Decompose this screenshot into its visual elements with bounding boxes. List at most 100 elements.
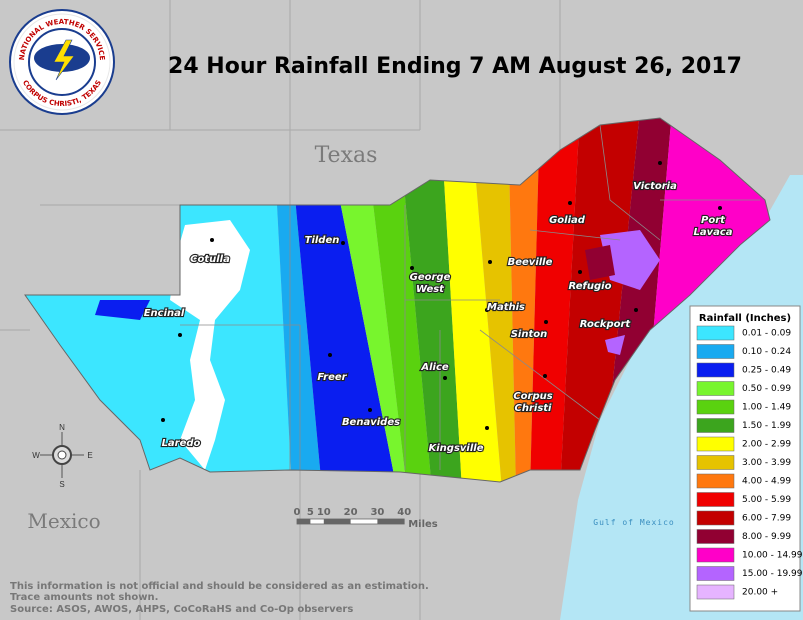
legend-swatch: [696, 547, 735, 563]
scale-bar-segment: [377, 519, 405, 524]
legend-swatch: [696, 529, 735, 544]
legend-label: 10.00 - 14.99: [742, 551, 803, 561]
rain-blob: [95, 300, 150, 320]
rain-band: [508, 118, 540, 482]
city-label: Christi: [515, 403, 553, 414]
disclaimer-line: Trace amounts not shown.: [10, 592, 158, 603]
city-dot: [328, 353, 332, 357]
city-dot: [718, 206, 722, 210]
legend-swatch: [696, 473, 735, 489]
compass-e: E: [87, 451, 92, 460]
legend-label: 0.50 - 0.99: [742, 384, 791, 394]
rain-blob: [605, 335, 625, 355]
scale-tick-label: 20: [344, 507, 358, 518]
legend-label: 2.00 - 2.99: [742, 440, 791, 450]
legend-label: 1.50 - 1.99: [742, 421, 791, 431]
scale-tick-label: 30: [370, 507, 384, 518]
no-rain-area: [170, 220, 250, 470]
city-dot: [634, 308, 638, 312]
scale-bar-segment: [297, 519, 311, 524]
city-dot: [210, 238, 214, 242]
legend-swatch: [696, 510, 735, 526]
disclaimer-line: This information is not official and sho…: [10, 581, 429, 592]
compass-s: S: [59, 480, 64, 489]
legend-swatch: [696, 325, 735, 341]
legend-label: 0.01 - 0.09: [742, 329, 791, 339]
rain-blob: [585, 245, 615, 280]
city-label: Cotulla: [190, 254, 230, 265]
legend-swatch: [696, 344, 735, 359]
city-label: Laredo: [162, 438, 201, 449]
city-dot: [368, 408, 372, 412]
region-county-lines: [180, 124, 760, 470]
city-label: Mathis: [487, 302, 525, 313]
legend-label: 4.00 - 4.99: [742, 477, 791, 487]
legend-swatch: [696, 566, 735, 581]
city-dot: [178, 333, 182, 337]
legend-swatch: [696, 381, 735, 396]
city-label: West: [416, 284, 445, 295]
city-label: Tilden: [305, 235, 340, 246]
legend-label: 1.00 - 1.49: [742, 403, 791, 413]
legend-label: 15.00 - 19.99: [742, 569, 803, 579]
logo: NATIONAL WEATHER SERVICE CORPUS CHRISTI,…: [9, 9, 115, 115]
city-label: Victoria: [633, 181, 677, 192]
legend-swatch: [696, 399, 735, 415]
legend-label: 20.00 +: [742, 588, 778, 598]
compass: N E S W: [32, 423, 92, 489]
scale-tick-label: 0: [294, 507, 301, 518]
country-label: Mexico: [27, 509, 100, 533]
city-dot: [488, 260, 492, 264]
state-label: Texas: [315, 143, 378, 168]
compass-n: N: [59, 423, 65, 432]
legend-swatch: [696, 418, 735, 433]
city-label: Kingsville: [429, 443, 484, 454]
city-label: Refugio: [569, 281, 612, 292]
city-dot: [658, 161, 662, 165]
city-dot: [544, 320, 548, 324]
scale-unit: Miles: [408, 519, 438, 530]
city-label: Alice: [420, 362, 449, 373]
legend-title: Rainfall (Inches): [699, 313, 791, 324]
city-label: Sinton: [511, 329, 548, 340]
city-dot: [485, 308, 489, 312]
city-label: Goliad: [549, 215, 586, 226]
city-dot: [568, 201, 572, 205]
city-label: Port: [701, 215, 726, 226]
scale-tick-label: 5: [307, 507, 314, 518]
legend: 0.01 - 0.09 0.10 - 0.24 0.25 - 0.49 0.50 - …: [696, 325, 803, 600]
county-lines: [0, 0, 561, 620]
city-label: Rockport: [580, 319, 632, 330]
city-label: Lavaca: [693, 227, 732, 238]
city-dot: [410, 266, 414, 270]
rain-band: [530, 118, 580, 482]
city-dot: [578, 270, 582, 274]
legend-swatch: [696, 492, 735, 507]
rain-band: [560, 118, 640, 482]
legend-label: 8.00 - 9.99: [742, 532, 791, 542]
legend-label: 6.00 - 7.99: [742, 514, 791, 524]
city-label: Corpus: [513, 391, 552, 402]
legend-label: 3.00 - 3.99: [742, 458, 791, 468]
legend-label: 0.10 - 0.24: [742, 347, 791, 357]
city-dot: [161, 418, 165, 422]
scale-tick-label: 40: [397, 507, 411, 518]
region-outline: [24, 117, 771, 483]
title: 24 Hour Rainfall Ending 7 AM August 26, …: [168, 54, 742, 79]
disclaimer-line: Source: ASOS, AWOS, AHPS, CoCoRaHS and C…: [10, 604, 353, 615]
city-label: George: [410, 272, 451, 283]
city-dot: [443, 376, 447, 380]
city-label: Benavides: [342, 417, 400, 428]
legend-swatch: [696, 362, 735, 378]
scale-bar-segment: [323, 519, 351, 524]
legend-label: 0.25 - 0.49: [742, 366, 791, 376]
gulf-label: Gulf of Mexico: [593, 518, 674, 527]
scale-tick-label: 10: [317, 507, 331, 518]
city-label: Encinal: [144, 308, 185, 319]
compass-w: W: [32, 451, 40, 460]
legend-swatch: [696, 455, 735, 470]
legend-swatch: [696, 436, 735, 452]
